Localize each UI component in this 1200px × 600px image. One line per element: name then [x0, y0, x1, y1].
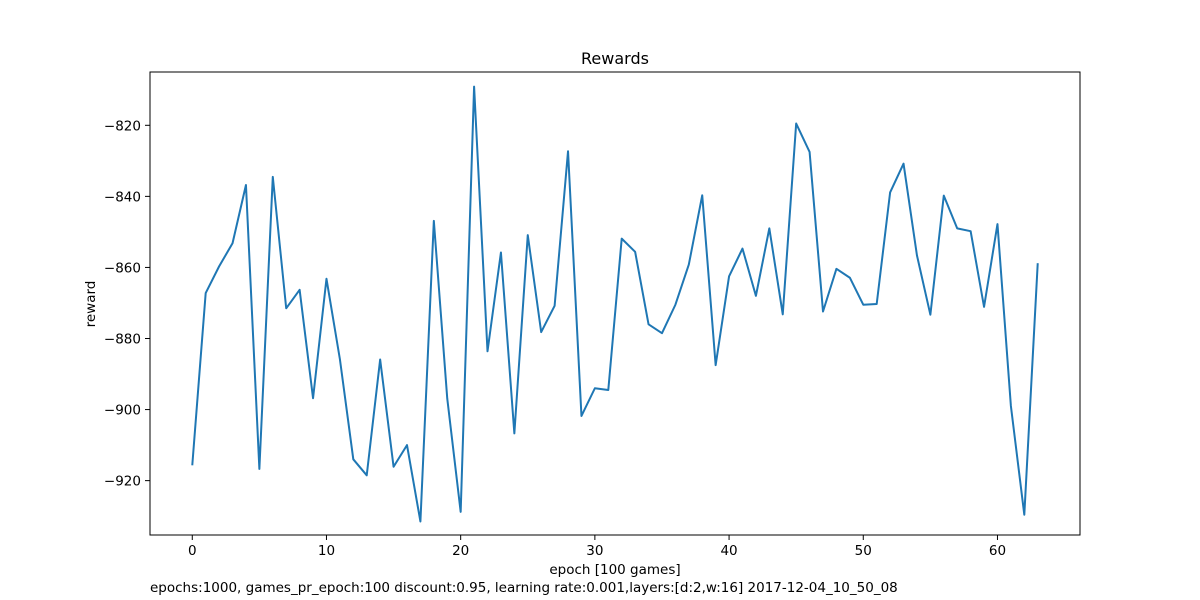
series-line: [191, 85, 1039, 523]
x-tick-label: 40: [720, 543, 737, 559]
y-axis-label: reward: [83, 281, 99, 328]
y-tick-label: −840: [104, 189, 141, 205]
y-tick-label: −820: [104, 118, 141, 134]
chart-title: Rewards: [581, 49, 649, 68]
y-tick-label: −900: [104, 403, 141, 419]
y-axis-ticks: −920 −900 −880 −860 −840 −820: [104, 118, 150, 490]
run-info-footer: epochs:1000, games_pr_epoch:100 discount…: [150, 580, 898, 596]
plot-frame: [149, 71, 1081, 536]
x-tick-label: 50: [855, 543, 872, 559]
x-tick-label: 20: [452, 543, 469, 559]
y-tick-label: −920: [104, 474, 141, 490]
x-tick-label: 30: [586, 543, 603, 559]
x-axis-ticks: 0 10 20 30 40 50 60: [188, 535, 1006, 559]
x-tick-label: 60: [989, 543, 1006, 559]
x-tick-label: 10: [318, 543, 335, 559]
y-tick-label: −880: [104, 332, 141, 348]
x-axis-label: epoch [100 games]: [549, 562, 680, 578]
y-tick-label: −860: [104, 260, 141, 276]
x-tick-label: 0: [188, 543, 197, 559]
